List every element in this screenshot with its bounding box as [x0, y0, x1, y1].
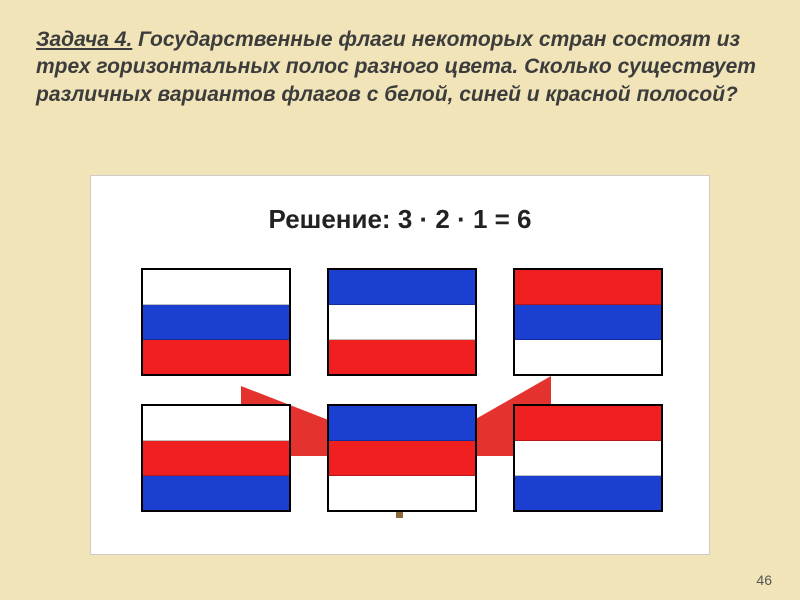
flag-stripe-white [329, 476, 475, 510]
problem-number: Задача 4. [36, 28, 132, 51]
solution-text: Решение: 3 · 2 · 1 = 6 [91, 204, 709, 235]
flag-permutation [513, 404, 663, 512]
flag-permutation [141, 268, 291, 376]
flag-stripe-white [515, 340, 661, 374]
flag-stripe-blue [329, 406, 475, 441]
flag-stripe-red [515, 406, 661, 441]
flag-stripe-blue [143, 476, 289, 510]
flag-stripe-red [515, 270, 661, 305]
flag-stripe-white [143, 406, 289, 441]
flag-permutation [513, 268, 663, 376]
flag-permutation [327, 268, 477, 376]
solution-panel: Решение: 3 · 2 · 1 = 6 [90, 175, 710, 555]
flag-permutation [327, 404, 477, 512]
flag-permutation [141, 404, 291, 512]
flag-stripe-white [143, 270, 289, 305]
flag-stripe-red [329, 441, 475, 476]
flag-stripe-red [143, 441, 289, 476]
flag-stripe-blue [329, 270, 475, 305]
problem-statement: Задача 4. Государственные флаги некоторы… [30, 20, 770, 114]
flag-stripe-blue [515, 476, 661, 510]
flag-stripe-white [329, 305, 475, 340]
flag-stripe-red [329, 340, 475, 374]
flag-stripe-blue [143, 305, 289, 340]
problem-text: Государственные флаги некоторых стран со… [36, 28, 756, 106]
flag-stripe-blue [515, 305, 661, 340]
flag-stripe-red [143, 340, 289, 374]
flag-stripe-white [515, 441, 661, 476]
page-number: 46 [756, 572, 772, 588]
